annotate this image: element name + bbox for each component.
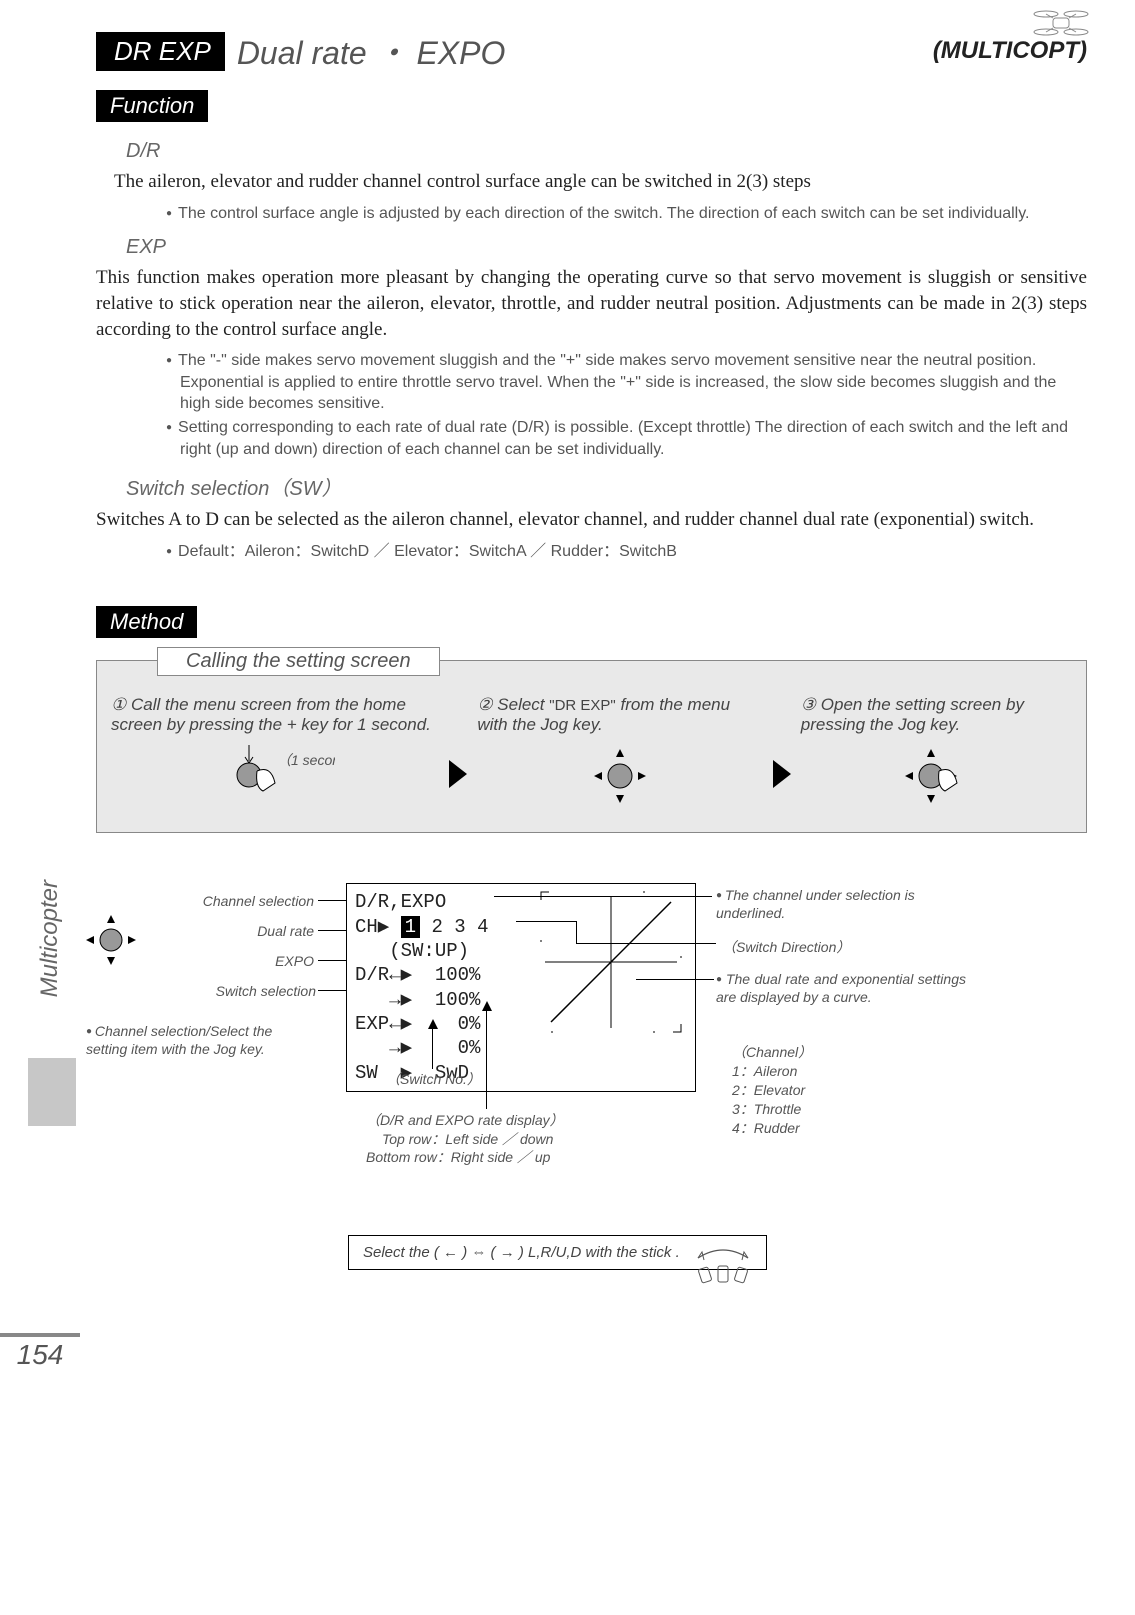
sw-bullet-1: Default：Aileron：SwitchD ／ Elevator：Switc…: [166, 541, 1087, 563]
jog-note: Channel selection/Select the setting ite…: [86, 1023, 306, 1058]
svg-text:（1 second）: （1 second）: [277, 752, 335, 768]
method-legend: Calling the setting screen: [157, 647, 440, 676]
title-tag: DR EXP: [96, 32, 225, 71]
expo-label: EXPO: [236, 953, 314, 971]
method-label: Method: [96, 606, 197, 638]
jog-4way-icon: [580, 741, 660, 811]
drone-icon: [1031, 6, 1091, 47]
step3-text: ③ Open the setting screen by pressing th…: [801, 695, 1024, 734]
step2-text-a: ② Select: [477, 695, 549, 714]
step2-dr: "DR EXP": [549, 697, 616, 714]
dr-expo-display-note: （D/R and EXPO rate display） Top row：Left…: [366, 1111, 564, 1166]
exp-bullet-2: Setting corresponding to each rate of du…: [166, 417, 1087, 460]
arrow-icon: [449, 760, 467, 788]
stick-select-box: Select the ( ← ) ⇔ ( → ) L,R/U,D with th…: [348, 1235, 767, 1270]
lcd-screen: D/R,EXPO CH▶ 1 2 3 4 (SW:UP) D/R←▶ 100% …: [346, 883, 696, 1092]
ch-sel-label: Channel selection: [174, 893, 314, 911]
dr-bullet-1: The control surface angle is adjusted by…: [166, 203, 1087, 225]
sw-dir-note: （Switch Direction）: [722, 939, 850, 957]
step1-text: ① Call the menu screen from the home scr…: [111, 695, 431, 734]
stick-icon: [686, 1240, 760, 1284]
page-number: 154: [0, 1333, 80, 1371]
sw-paragraph: Switches A to D can be selected as the a…: [96, 507, 1087, 533]
press-icon: （1 second）: [215, 741, 335, 797]
exp-bullet-1: The "-" side makes servo movement sluggi…: [166, 350, 1087, 415]
sw-heading: Switch selection（SW）: [126, 472, 1087, 501]
sw-no-note: （Switch No.）: [386, 1071, 481, 1089]
side-tab: Multicopter: [36, 880, 64, 997]
exp-paragraph: This function makes operation more pleas…: [96, 265, 1087, 342]
dr-heading: D/R: [126, 140, 1087, 163]
exp-heading: EXP: [126, 236, 1087, 259]
dr-paragraph: The aileron, elevator and rudder channel…: [114, 169, 1087, 195]
ch-underline-note: The channel under selection is underline…: [716, 887, 956, 922]
arrow-icon: [773, 760, 791, 788]
lcd-curve: [539, 890, 689, 1040]
diagram-zone: Channel selection/Select the setting ite…: [96, 853, 1087, 1313]
method-box: Calling the setting screen ① Call the me…: [96, 660, 1087, 833]
curve-note: The dual rate and exponential settings a…: [716, 971, 966, 1006]
function-label: Function: [96, 90, 208, 122]
side-block: [28, 1058, 76, 1126]
jog-icon: [76, 909, 146, 971]
sw-sel-label: Switch selection: [188, 983, 316, 1001]
channel-list: （Channel） 1：Aileron 2：Elevator 3：Throttl…: [732, 1043, 812, 1137]
page-title: Dual rate ・ EXPO: [237, 28, 506, 74]
jog-press-icon: [891, 741, 981, 811]
dual-rate-label: Dual rate: [214, 923, 314, 941]
